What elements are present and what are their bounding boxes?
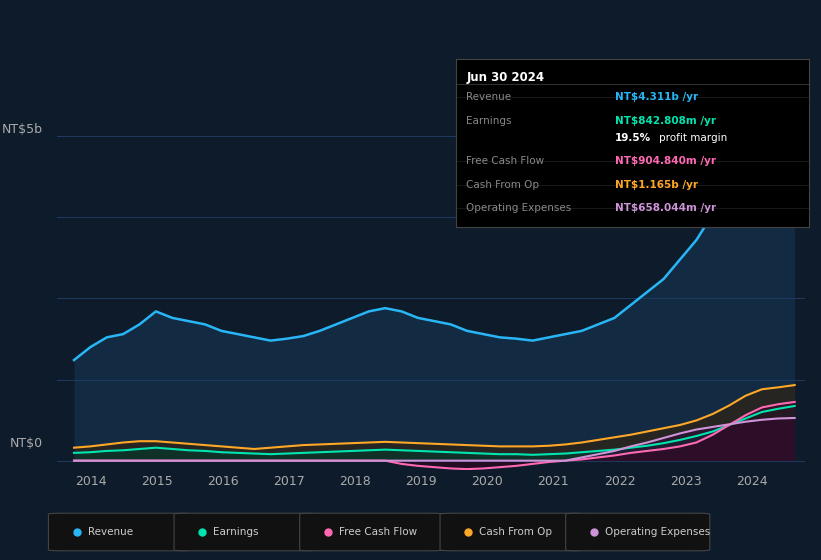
Text: NT$5b: NT$5b: [2, 123, 43, 136]
FancyBboxPatch shape: [566, 513, 709, 551]
Text: Earnings: Earnings: [466, 116, 511, 126]
Text: Cash From Op: Cash From Op: [466, 180, 539, 190]
Text: Earnings: Earnings: [213, 527, 259, 537]
Text: NT$0: NT$0: [9, 437, 43, 450]
FancyBboxPatch shape: [300, 513, 443, 551]
Text: Jun 30 2024: Jun 30 2024: [466, 71, 544, 83]
Text: Cash From Op: Cash From Op: [479, 527, 553, 537]
FancyBboxPatch shape: [174, 513, 319, 551]
Text: Free Cash Flow: Free Cash Flow: [466, 156, 544, 166]
Text: Revenue: Revenue: [88, 527, 133, 537]
Text: NT$842.808m /yr: NT$842.808m /yr: [615, 116, 716, 126]
Text: NT$4.311b /yr: NT$4.311b /yr: [615, 92, 698, 102]
Text: NT$904.840m /yr: NT$904.840m /yr: [615, 156, 716, 166]
FancyBboxPatch shape: [48, 513, 193, 551]
Text: Operating Expenses: Operating Expenses: [466, 203, 571, 213]
Text: Revenue: Revenue: [466, 92, 511, 102]
Text: NT$658.044m /yr: NT$658.044m /yr: [615, 203, 716, 213]
Text: Free Cash Flow: Free Cash Flow: [339, 527, 417, 537]
Text: profit margin: profit margin: [658, 133, 727, 143]
FancyBboxPatch shape: [440, 513, 585, 551]
Text: 19.5%: 19.5%: [615, 133, 651, 143]
Text: Operating Expenses: Operating Expenses: [605, 527, 710, 537]
Text: NT$1.165b /yr: NT$1.165b /yr: [615, 180, 698, 190]
